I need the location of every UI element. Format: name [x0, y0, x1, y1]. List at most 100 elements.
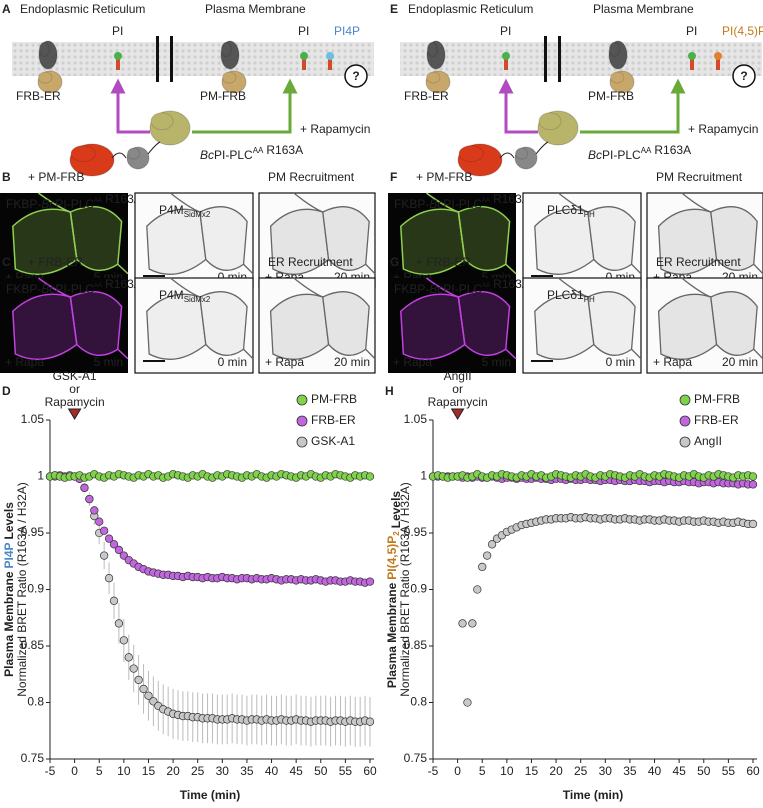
data-point — [119, 636, 128, 645]
protein-lobe — [538, 112, 562, 131]
probe-label-part: P4M — [159, 203, 184, 217]
probe-label-part: SidMx2 — [184, 295, 211, 304]
lipid-label: PI — [686, 24, 697, 38]
unknown-label: ? — [740, 69, 747, 83]
divider — [558, 36, 561, 82]
probe-label-part: PH — [584, 210, 595, 219]
divider — [156, 36, 159, 82]
construct-label-part: R163A — [105, 277, 142, 291]
x-tick-label: -5 — [428, 764, 439, 778]
x-tick-label: -5 — [45, 764, 56, 778]
legend-label: FRB-ER — [311, 413, 356, 427]
compartment-label: Plasma Membrane — [205, 2, 306, 16]
compartment-label: Plasma Membrane — [593, 2, 694, 16]
x-tick-label: 60 — [363, 764, 377, 778]
data-point — [365, 577, 375, 586]
x-tick-label: 25 — [574, 764, 588, 778]
cell-outline — [681, 192, 763, 275]
cell-outline — [657, 293, 718, 360]
linker — [111, 141, 161, 159]
y-tick-label: 1 — [37, 469, 44, 483]
legend-label: AngII — [694, 434, 722, 448]
data-point — [463, 698, 472, 707]
y-axis-label-part: Levels — [2, 502, 16, 540]
data-point — [468, 619, 477, 628]
unknown-circle — [344, 64, 368, 88]
anchor-label: FRB-ER — [16, 89, 61, 103]
cell-outline — [557, 277, 642, 360]
lipid-head — [502, 52, 510, 60]
cell-outline — [12, 293, 78, 361]
probe-label-part: PLCδ1 — [547, 203, 584, 217]
protein-lobe — [610, 71, 625, 84]
data-point — [458, 619, 467, 628]
treatment-label: + Rapa — [5, 355, 44, 369]
panel-letter: E — [390, 2, 398, 16]
divider — [544, 36, 547, 82]
data-point — [129, 664, 138, 673]
data-point — [748, 480, 758, 489]
x-tick-label: 20 — [549, 764, 563, 778]
x-tick-label: 5 — [479, 764, 486, 778]
cell-outline — [293, 192, 376, 275]
divider — [170, 36, 173, 82]
membrane — [400, 42, 762, 76]
lipid-label-part: PI(4,5)P — [722, 24, 763, 38]
construct-label-part: Bc — [41, 197, 55, 211]
data-point — [80, 483, 89, 492]
data-point — [748, 472, 758, 481]
anchor-label: FRB-ER — [404, 89, 449, 103]
compartment-label: Endoplasmic Reticulum — [20, 2, 145, 16]
x-tick-label: 0 — [454, 764, 461, 778]
treatment-label: + Rapa — [265, 355, 304, 369]
construct-label-part: PI-PLC — [55, 282, 94, 296]
lipid-tail — [504, 58, 508, 70]
treatment-label: + Rapamycin — [300, 122, 370, 136]
construct-label: FKBP-BcPI-PLCAA R163A — [6, 277, 142, 296]
annotation: GSK-A1 — [53, 369, 97, 383]
y-tick-label: 0.8 — [410, 695, 427, 709]
lipid-head — [114, 52, 122, 60]
legend-label: FRB-ER — [694, 413, 739, 427]
construct-label-part: R163A — [654, 143, 691, 157]
arrow — [580, 78, 686, 134]
cell-outline — [557, 192, 642, 275]
cell-outline — [400, 293, 466, 361]
construct-label-part: FKBP- — [6, 282, 41, 296]
x-tick-label: 45 — [672, 764, 686, 778]
lipid-label-part: PI4P — [334, 24, 360, 38]
protein-lobe — [38, 41, 50, 57]
x-tick-label: 0 — [71, 764, 78, 778]
y-tick-label: 0.8 — [27, 695, 44, 709]
protein-lobe — [426, 71, 441, 84]
cell-outline — [425, 277, 517, 360]
probe-label-part: P4M — [159, 288, 184, 302]
construct-label: FKBP-BcPI-PLCAA R163A — [394, 277, 530, 296]
lipid-tail — [302, 58, 306, 70]
x-tick-label: 55 — [722, 764, 736, 778]
probe-label-part: PH — [584, 295, 595, 304]
construct-label-part: Bc — [588, 148, 602, 162]
data-point — [114, 619, 124, 628]
lipid-head — [688, 52, 696, 60]
x-tick-label: 40 — [265, 764, 279, 778]
data-point — [85, 494, 94, 504]
y-tick-label: 0.9 — [27, 582, 44, 596]
data-point — [90, 506, 99, 515]
x-tick-label: 15 — [142, 764, 156, 778]
construct-label-part: R163A — [105, 192, 142, 206]
data-point — [104, 534, 114, 543]
cell-outline — [587, 206, 636, 271]
cell-outline — [293, 277, 376, 360]
construct-label: BcPI-PLCAA R163A — [200, 143, 303, 162]
construct-label-part: FKBP- — [6, 197, 41, 211]
probe-label-part: SidMx2 — [184, 210, 211, 219]
lipid-tail — [716, 58, 720, 70]
construct-label-part: Bc — [41, 282, 55, 296]
legend-marker — [296, 394, 308, 406]
condition-label: + FRB-ER — [416, 255, 471, 269]
arrow — [110, 78, 150, 134]
y-axis-label-part: Plasma Membrane — [2, 571, 16, 677]
x-tick-label: 25 — [191, 764, 205, 778]
